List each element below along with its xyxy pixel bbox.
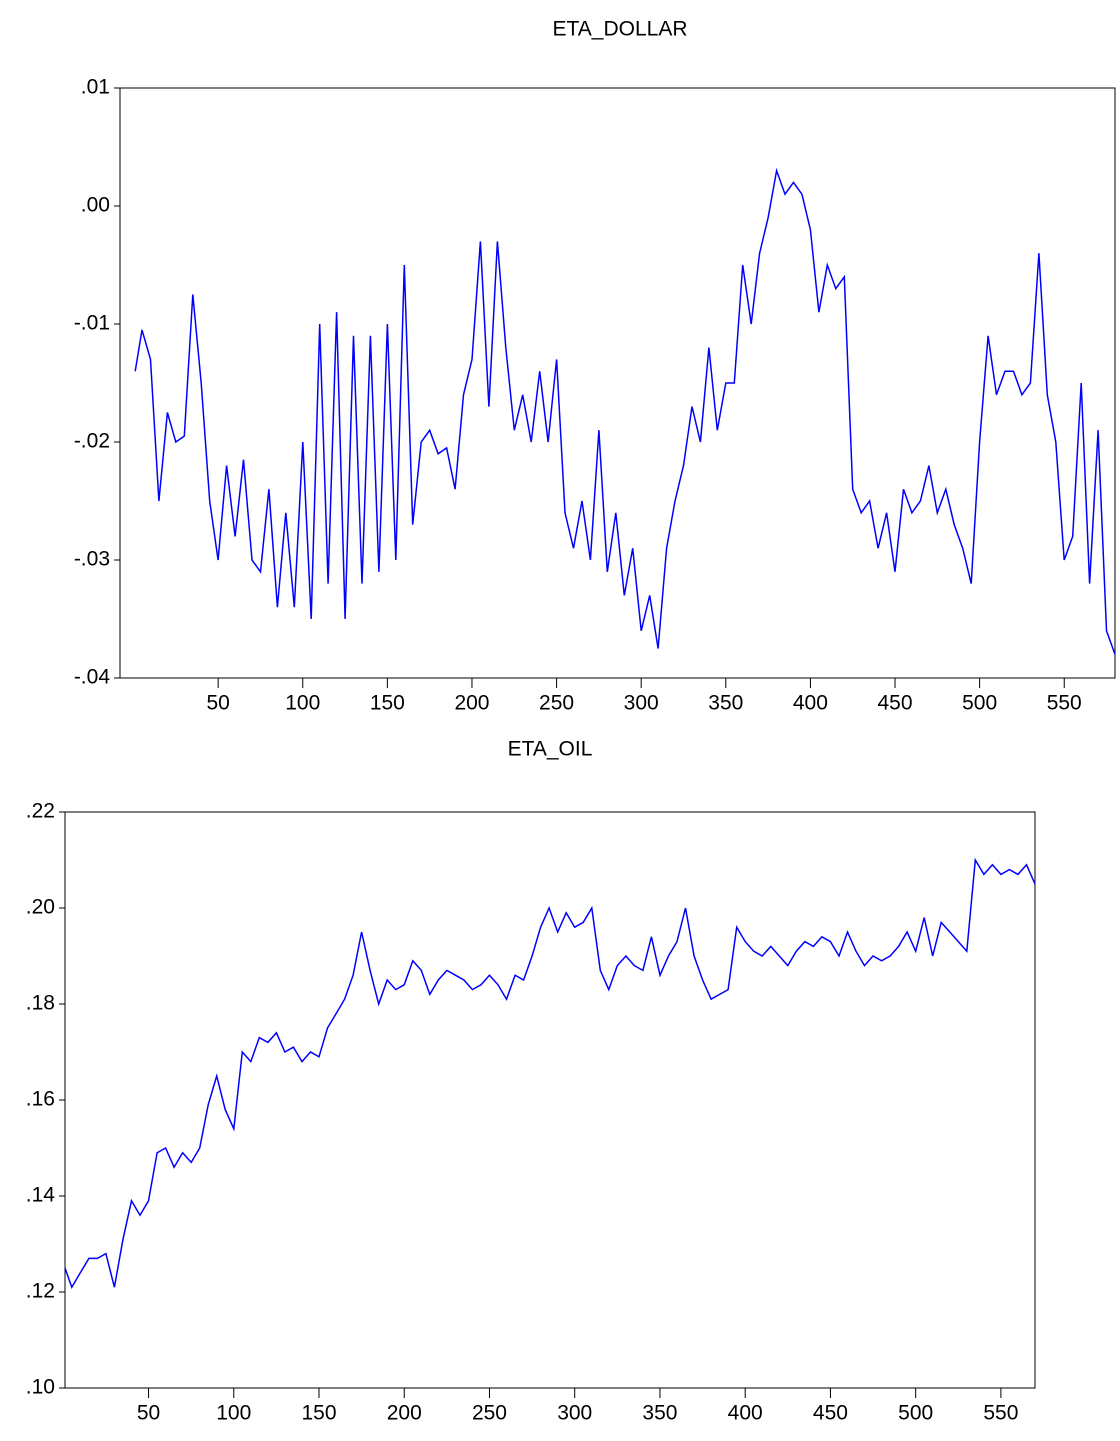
- y-tick-label: .22: [26, 800, 55, 823]
- x-tick-label: 200: [454, 692, 489, 715]
- x-tick-label: 350: [642, 1402, 677, 1425]
- x-tick-label: 250: [472, 1402, 507, 1425]
- plot-frame: [120, 88, 1115, 678]
- y-tick-label: .00: [81, 194, 110, 217]
- x-tick-label: 100: [216, 1402, 251, 1425]
- charts: ETA_DOLLAR -.04 -.03 -.02 -.01 .00 .01 50 100 150…: [0, 0, 1120, 1441]
- chart-title: ETA_DOLLAR: [553, 18, 688, 41]
- x-tick-label: 50: [137, 1402, 160, 1425]
- x-tick-label: 150: [301, 1402, 336, 1425]
- x-tick-label: 500: [962, 692, 997, 715]
- x-tick-label: 250: [539, 692, 574, 715]
- x-tick-label: 450: [877, 692, 912, 715]
- y-tick-label: .16: [26, 1088, 55, 1111]
- x-tick-label: 300: [624, 692, 659, 715]
- x-tick-label: 400: [793, 692, 828, 715]
- y-tick-label: -.01: [74, 312, 110, 335]
- y-tick-label: .12: [26, 1280, 55, 1303]
- x-tick-label: 300: [557, 1402, 592, 1425]
- chart-title: ETA_OIL: [508, 738, 593, 761]
- data-line: [135, 171, 1115, 655]
- y-tick-label: -.02: [74, 430, 110, 453]
- x-tick-label: 400: [728, 1402, 763, 1425]
- x-tick-label: 500: [898, 1402, 933, 1425]
- x-tick-label: 200: [387, 1402, 422, 1425]
- plot-frame: [65, 812, 1035, 1388]
- y-tick-label: .14: [26, 1184, 56, 1207]
- y-tick-label: -.03: [74, 548, 110, 571]
- x-tick-label: 50: [206, 692, 229, 715]
- y-tick-label: .18: [26, 992, 55, 1015]
- y-tick-label: .01: [81, 76, 110, 99]
- y-tick-label: -.04: [74, 666, 111, 689]
- x-tick-label: 550: [1047, 692, 1082, 715]
- data-line: [65, 860, 1035, 1287]
- y-tick-label: .20: [26, 896, 55, 919]
- y-tick-label: .10: [26, 1376, 55, 1399]
- x-tick-label: 100: [285, 692, 320, 715]
- page: {"chart_data": [ {"type": "line", "title…: [0, 0, 1120, 1441]
- x-tick-label: 450: [813, 1402, 848, 1425]
- x-tick-label: 150: [370, 692, 405, 715]
- x-tick-label: 550: [983, 1402, 1018, 1425]
- x-tick-label: 350: [708, 692, 743, 715]
